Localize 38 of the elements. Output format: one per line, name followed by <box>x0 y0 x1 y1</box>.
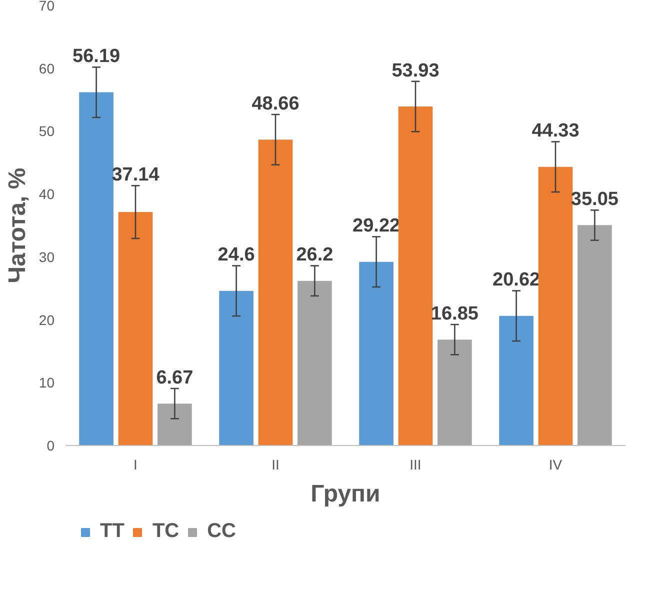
bar <box>79 92 114 446</box>
y-tick-label: 30 <box>38 248 55 265</box>
bar <box>538 166 573 446</box>
bar <box>499 316 534 446</box>
legend-label: CC <box>207 520 236 543</box>
legend-label: TT <box>100 520 124 543</box>
y-tick-label: 70 <box>38 0 55 14</box>
bar <box>398 106 433 446</box>
data-label: 56.19 <box>72 46 120 68</box>
data-label: 24.6 <box>218 244 255 266</box>
data-label: 29.22 <box>352 216 400 237</box>
bar <box>578 225 612 446</box>
y-tick-label: 60 <box>38 60 55 76</box>
data-label: 44.33 <box>532 120 580 142</box>
bar <box>438 340 472 446</box>
data-label: 48.66 <box>252 93 300 114</box>
legend-label: TC <box>152 520 180 543</box>
bar <box>258 140 293 446</box>
y-tick-label: 10 <box>38 374 55 391</box>
x-axis-title: Групи <box>310 480 380 508</box>
bar <box>359 262 394 446</box>
x-tick-label: II <box>272 456 280 472</box>
data-label: 26.2 <box>296 244 334 266</box>
y-tick-label: 20 <box>38 312 55 328</box>
x-tick-label: I <box>134 456 138 472</box>
bar <box>298 280 332 446</box>
y-tick-label: 0 <box>46 438 55 454</box>
x-tick-label: III <box>410 456 422 472</box>
bar <box>158 404 192 446</box>
y-tick-label: 40 <box>38 186 55 202</box>
data-label: 6.67 <box>156 367 194 388</box>
y-axis-title: Чатота, % <box>4 168 31 284</box>
data-label: 53.93 <box>392 60 440 82</box>
y-tick-label: 50 <box>38 123 55 140</box>
bar <box>118 212 153 446</box>
bar <box>219 290 254 446</box>
data-label: 20.62 <box>492 270 540 291</box>
x-tick-label: IV <box>548 456 563 472</box>
